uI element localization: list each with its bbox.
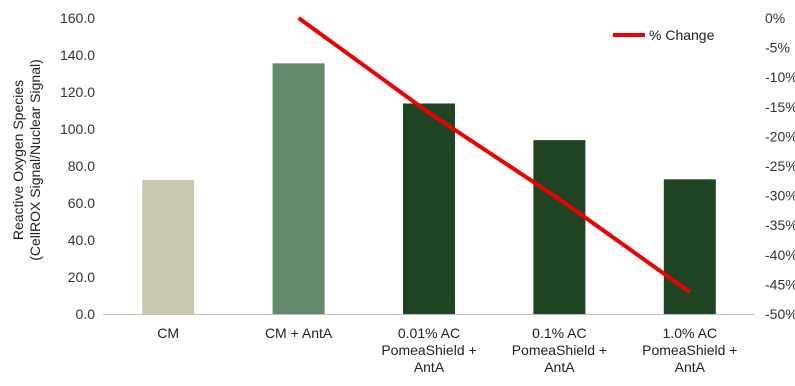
legend-label: % Change [649, 27, 715, 43]
percent-change-series [297, 16, 691, 294]
category-label: CM + AntA [265, 325, 333, 341]
y2-tick-label: -50% [765, 306, 795, 322]
y-axis-label: Reactive Oxygen Species(CellROX Signal/N… [10, 59, 43, 261]
y2-tick-label: -30% [765, 188, 795, 204]
y-tick-label: 20.0 [68, 269, 95, 285]
bar [272, 63, 325, 315]
bar [663, 179, 716, 314]
y-tick-label: 80.0 [68, 158, 95, 174]
y-tick-label: 160.0 [60, 10, 95, 26]
percent-change-line [297, 16, 691, 294]
y2-tick-label: 0% [765, 10, 785, 26]
category-label: 0.1% AC PomeaShield + AntA [512, 325, 607, 375]
y-tick-label: 120.0 [60, 84, 95, 100]
category-labels: CM CM + AntA 0.01% AC PomeaShield + AntA 0.1%… [157, 325, 737, 375]
y-tick-label: 140.0 [60, 47, 95, 63]
legend: % Change [613, 27, 715, 43]
y-axis-ticks: 160.0 140.0 120.0 100.0 80.0 60.0 40.0 20.0 0.0 [60, 10, 95, 322]
y-axis-title: Reactive Oxygen Species(CellROX Signal/N… [10, 59, 43, 261]
bars [142, 63, 716, 315]
y2-tick-label: -15% [765, 99, 795, 115]
y2-tick-label: -45% [765, 276, 795, 292]
y-tick-label: 0.0 [76, 306, 96, 322]
category-label: CM [157, 325, 179, 341]
bar [142, 179, 195, 314]
category-label: 1.0% AC PomeaShield + AntA [642, 325, 737, 375]
secondary-y-axis-ticks: 0% -5% -10% -15% -20% -25% -30% -35% -40% -45% -50… [765, 10, 795, 322]
y2-tick-label: -40% [765, 247, 795, 263]
bar [533, 140, 586, 314]
y-tick-label: 60.0 [68, 195, 95, 211]
y2-tick-label: -10% [765, 69, 795, 85]
y2-tick-label: -35% [765, 217, 795, 233]
y2-tick-label: -5% [765, 40, 790, 56]
y2-tick-label: -20% [765, 128, 795, 144]
bar [403, 103, 455, 314]
y-tick-label: 40.0 [68, 232, 95, 248]
y-tick-label: 100.0 [60, 121, 95, 137]
category-label: 0.01% AC PomeaShield + AntA [381, 325, 476, 375]
y2-tick-label: -25% [765, 158, 795, 174]
